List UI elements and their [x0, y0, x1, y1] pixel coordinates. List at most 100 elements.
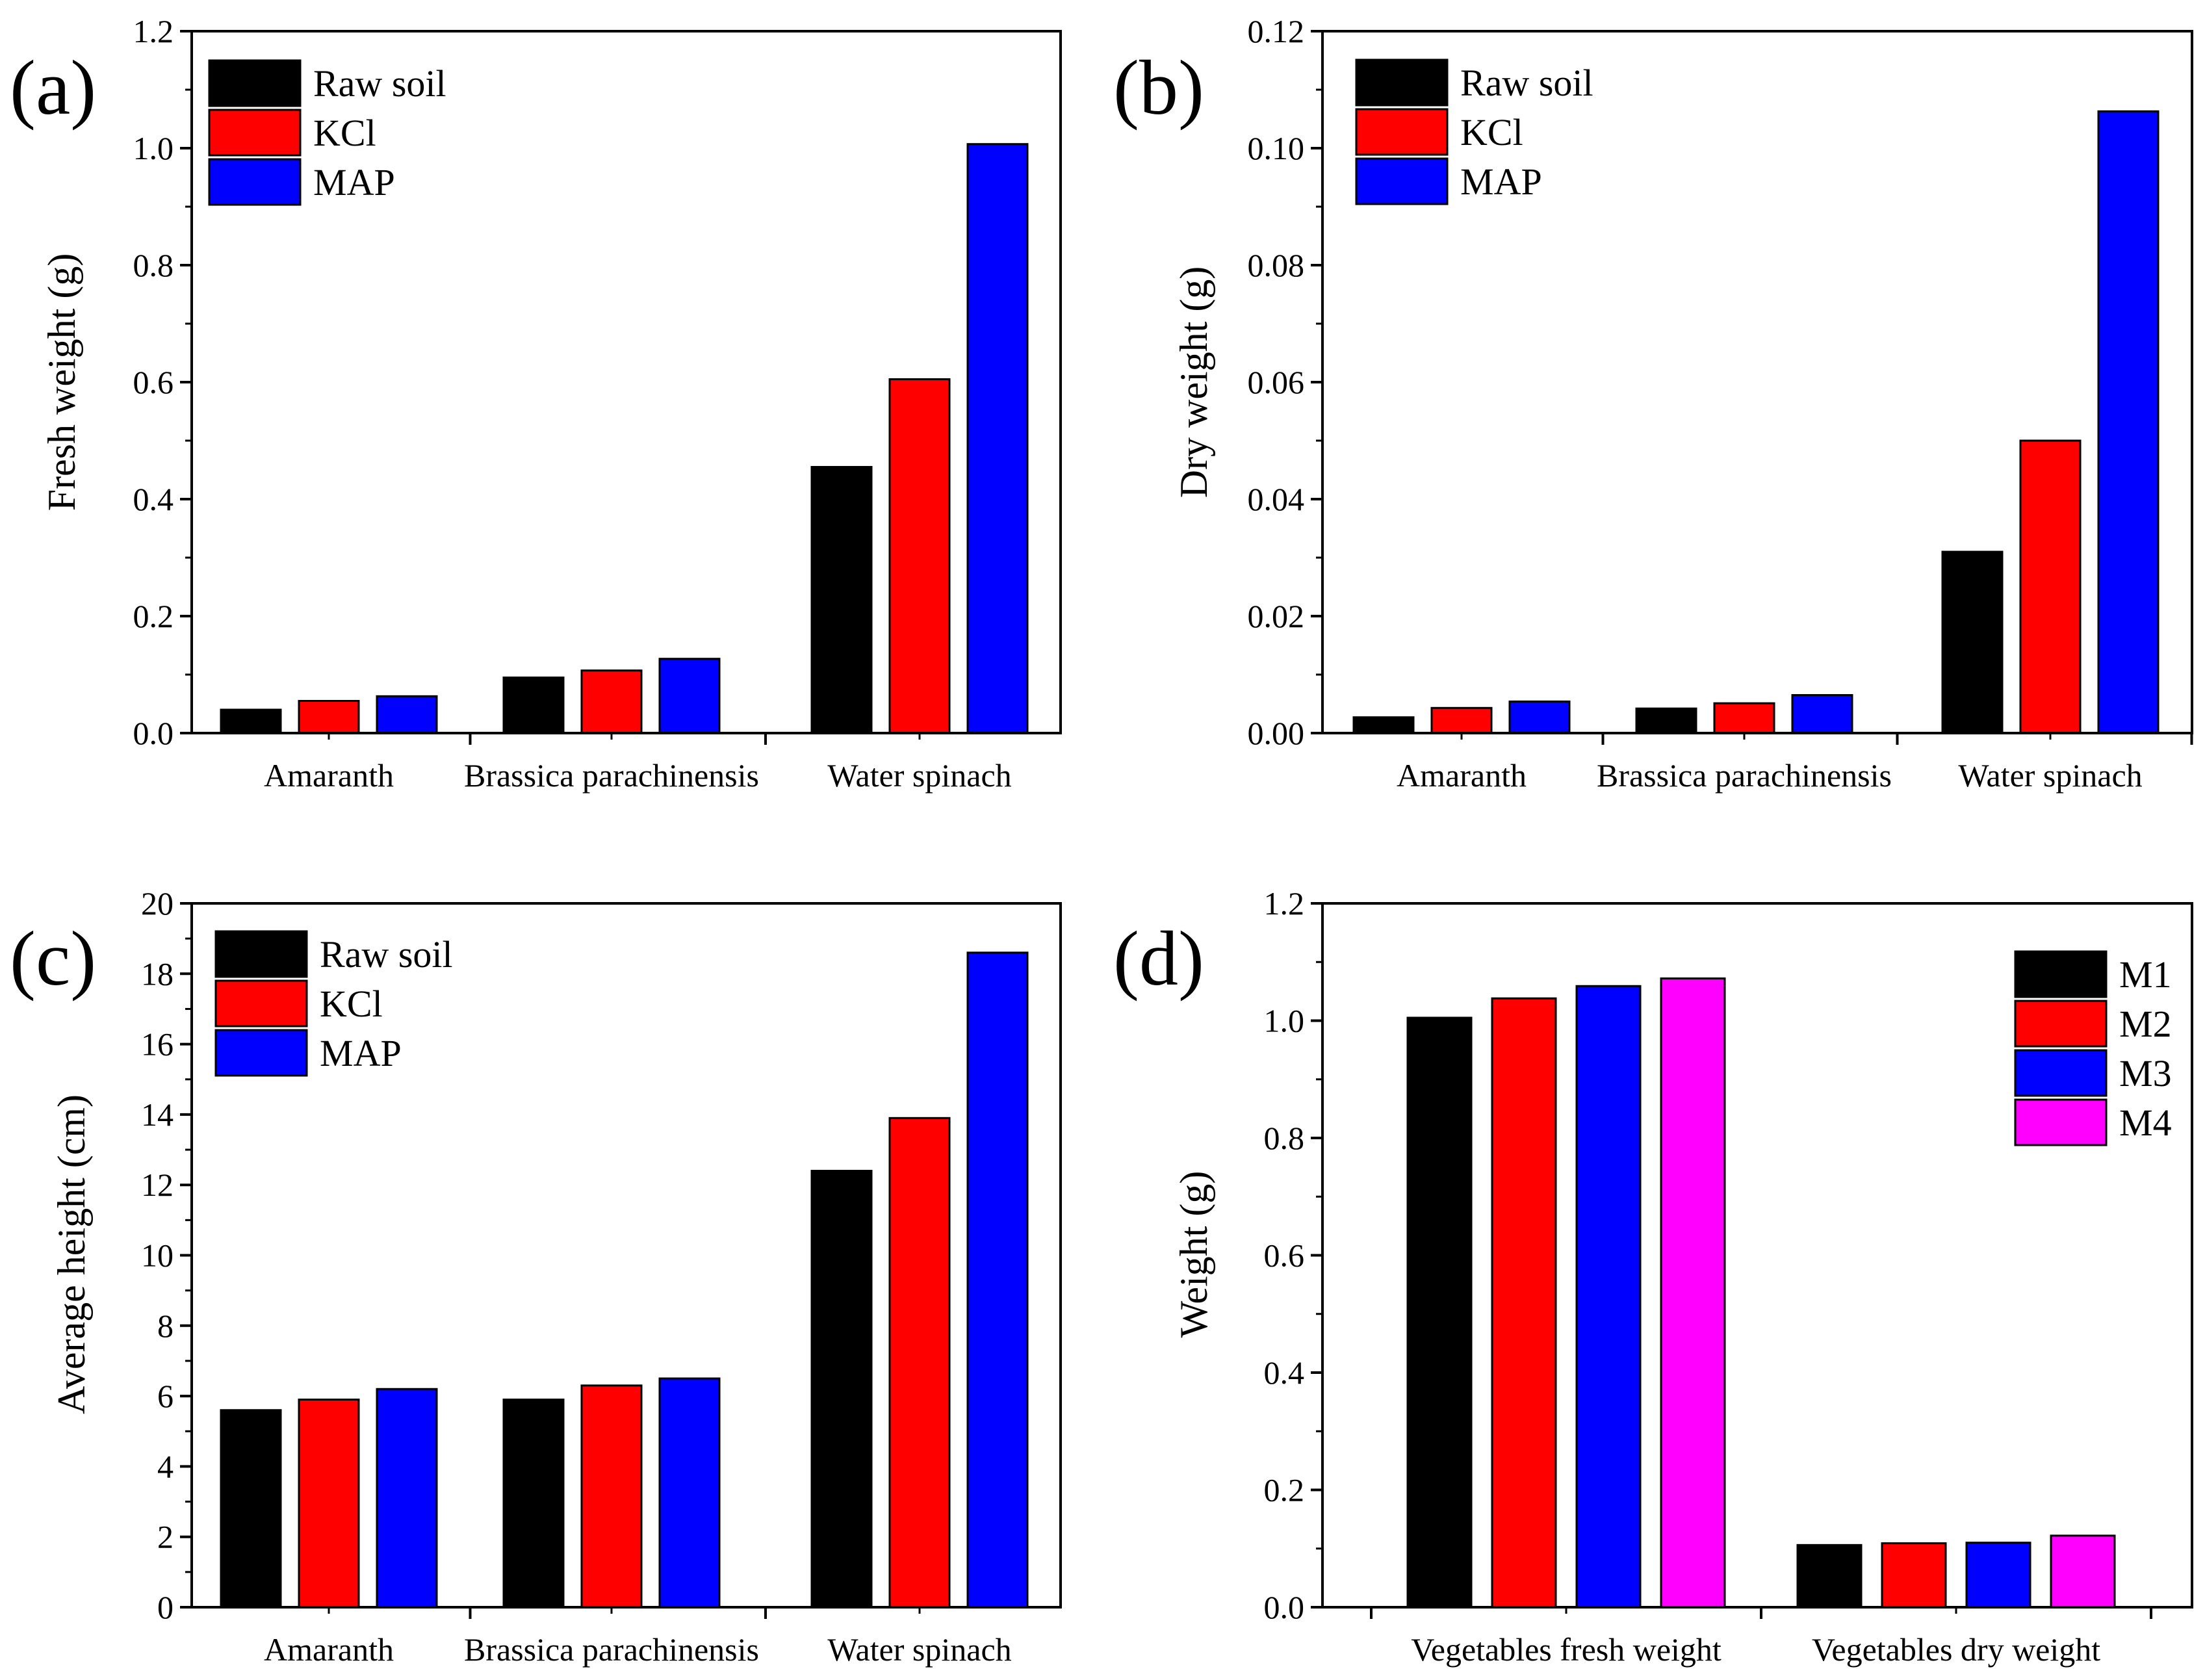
bar — [1965, 1542, 2031, 1609]
y-tick-label: 4 — [157, 1448, 174, 1484]
y-tick-label: 10 — [141, 1237, 174, 1274]
y-tick-label: 8 — [157, 1308, 174, 1344]
y-tick-label: 20 — [141, 885, 174, 922]
y-tick-label: 0.04 — [1248, 481, 1305, 517]
x-category-label: Brassica parachinensis — [464, 757, 759, 794]
legend-swatch — [208, 109, 302, 157]
y-tick-label: 6 — [157, 1378, 174, 1414]
legend-swatch — [214, 930, 308, 978]
x-category-label: Vegetables dry weight — [1812, 1631, 2100, 1668]
panel-label: (c) — [10, 915, 96, 1002]
y-axis-title: Weight (g) — [1172, 1171, 1215, 1338]
legend-label: Raw soil — [1460, 62, 1593, 104]
y-tick-label: 0.4 — [1264, 1354, 1305, 1391]
bar — [2019, 439, 2082, 734]
bar — [1352, 716, 1415, 734]
bar — [966, 143, 1029, 734]
bar — [2050, 1534, 2116, 1609]
legend-swatch — [2014, 950, 2108, 998]
chart-panel-d: 0.0 0.2 0.4 0.6 0.8 1.0 1.2 Vegetables fresh we… — [1113, 885, 2193, 1668]
y-tick-label: 0.6 — [133, 364, 174, 400]
y-tick-label: 0.2 — [1264, 1472, 1305, 1508]
legend-label: M2 — [2119, 1003, 2172, 1045]
y-tick-label: 0.0 — [1264, 1589, 1305, 1625]
bar — [658, 658, 721, 734]
bar — [298, 700, 360, 734]
x-category-label: Water spinach — [1958, 757, 2142, 794]
chart-panel-a: 0.0 0.2 0.4 0.6 0.8 1.0 1.2 Amaranth Brassica pa… — [10, 13, 1062, 794]
chart-panel-b: 0.00 0.02 0.04 0.06 0.08 0.10 0.12 Amaranth Bras… — [1113, 13, 2193, 794]
y-tick-label: 18 — [141, 955, 174, 992]
bar — [2097, 110, 2160, 734]
y-tick-label: 0.06 — [1248, 364, 1305, 400]
y-axis-title: Fresh weight (g) — [40, 253, 83, 511]
y-tick-label: 14 — [141, 1096, 174, 1133]
legend-swatch — [2014, 1049, 2108, 1097]
bar — [220, 1409, 282, 1609]
bar — [1713, 702, 1775, 734]
y-tick-label: 0.0 — [133, 715, 174, 751]
bar — [658, 1377, 721, 1609]
y-tick-label: 16 — [141, 1026, 174, 1063]
y-tick-label: 0.08 — [1248, 247, 1305, 283]
y-tick-label: 0.6 — [1264, 1237, 1305, 1274]
y-tick-label: 0 — [157, 1589, 174, 1625]
x-category-label: Amaranth — [1397, 757, 1527, 794]
x-category-label: Water spinach — [827, 757, 1011, 794]
legend-label: Raw soil — [320, 933, 453, 976]
legend-swatch — [1355, 108, 1449, 156]
legend: Raw soil KCl MAP — [208, 59, 446, 206]
bar — [1660, 977, 1726, 1609]
bar — [580, 669, 643, 734]
bar — [220, 708, 282, 734]
y-tick-label: 0.10 — [1248, 130, 1305, 166]
y-tick-label: 0.12 — [1248, 13, 1305, 49]
bar — [1791, 694, 1853, 734]
bar — [502, 1399, 565, 1609]
bar — [1796, 1544, 1863, 1609]
panel-label: (b) — [1113, 44, 1204, 131]
legend-swatch — [214, 979, 308, 1027]
x-category-label: Brassica parachinensis — [1597, 757, 1892, 794]
legend-label: MAP — [320, 1032, 402, 1074]
bar — [1491, 997, 1557, 1609]
legend-label: Raw soil — [313, 62, 446, 105]
y-tick-label: 1.0 — [1264, 1003, 1305, 1039]
legend-label: KCl — [320, 983, 383, 1025]
legend-swatch — [1355, 157, 1449, 205]
x-category-label: Vegetables fresh weight — [1411, 1631, 1721, 1668]
legend-label: MAP — [313, 161, 395, 203]
y-tick-label: 0.2 — [133, 598, 174, 634]
panel-label: (d) — [1113, 915, 1204, 1002]
bar — [298, 1399, 360, 1609]
bar — [1941, 550, 2004, 734]
legend-label: M3 — [2119, 1052, 2172, 1094]
legend-swatch — [208, 158, 302, 206]
bar — [1881, 1542, 1947, 1609]
bar — [810, 466, 873, 734]
bar — [376, 1388, 438, 1609]
bar — [1406, 1016, 1473, 1609]
bar — [1430, 706, 1493, 734]
legend-label: KCl — [1460, 111, 1523, 153]
bar — [580, 1384, 643, 1609]
bar — [966, 951, 1029, 1609]
legend-label: M4 — [2119, 1102, 2172, 1144]
legend: Raw soil KCl MAP — [214, 930, 453, 1077]
x-category-label: Amaranth — [264, 757, 394, 794]
chart-panel-c: 0 2 4 6 8 10 12 14 16 18 20 Amaranth Brassica parach… — [10, 885, 1062, 1668]
legend-label: KCl — [313, 112, 376, 154]
legend: M1 M2 M3 M4 — [2014, 950, 2172, 1146]
x-category-label: Water spinach — [827, 1631, 1011, 1668]
y-axis-title: Dry weight (g) — [1172, 266, 1215, 498]
y-tick-label: 1.2 — [133, 13, 174, 49]
legend-label: M1 — [2119, 953, 2172, 996]
legend-swatch — [208, 59, 302, 107]
y-tick-label: 0.8 — [133, 247, 174, 283]
bar — [888, 378, 951, 734]
y-tick-label: 1.2 — [1264, 885, 1305, 922]
legend-swatch — [214, 1029, 308, 1077]
panel-label: (a) — [10, 44, 96, 131]
bar — [502, 677, 565, 734]
y-tick-label: 2 — [157, 1519, 174, 1555]
